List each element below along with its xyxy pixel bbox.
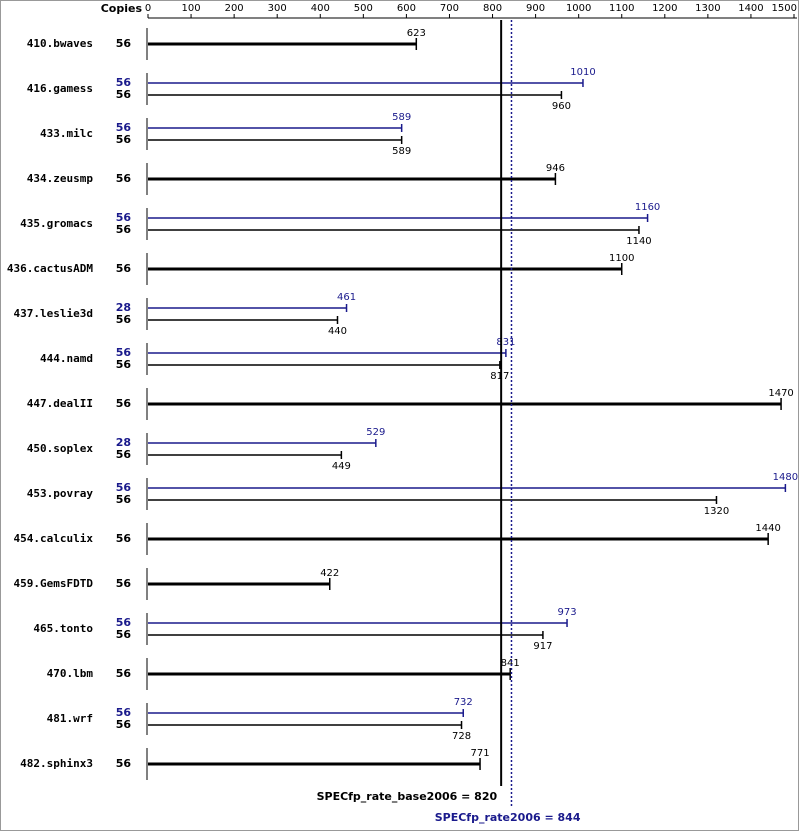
value-label: 529 (366, 427, 385, 438)
benchmark-name: 481.wrf (47, 712, 93, 725)
benchmark-name: 454.calculix (14, 532, 94, 545)
x-tick-label: 1200 (652, 3, 677, 14)
value-label: 440 (328, 326, 347, 337)
benchmark-name: 453.povray (27, 487, 94, 500)
copies: 56 (116, 223, 132, 236)
value-label: 1470 (768, 388, 793, 399)
benchmark-name: 482.sphinx3 (20, 757, 93, 770)
value-label: 1010 (570, 67, 595, 78)
copies: 56 (116, 448, 132, 461)
copies: 56 (116, 313, 132, 326)
reference-label: SPECfp_rate_base2006 = 820 (317, 790, 498, 803)
value-label: 960 (552, 101, 571, 112)
value-label: 831 (496, 337, 515, 348)
value-label: 771 (470, 748, 489, 759)
value-label: 1320 (704, 506, 729, 517)
benchmark-name: 434.zeusmp (27, 172, 94, 185)
x-tick-label: 0 (145, 3, 151, 14)
copies: 56 (116, 397, 132, 410)
value-label: 1100 (609, 253, 634, 264)
value-label: 589 (392, 146, 411, 157)
copies: 56 (116, 211, 132, 224)
value-label: 1140 (626, 236, 651, 247)
copies: 28 (116, 436, 131, 449)
value-label: 841 (501, 658, 520, 669)
benchmark-name: 410.bwaves (27, 37, 93, 50)
copies: 56 (116, 358, 132, 371)
copies: 56 (116, 481, 132, 494)
copies-header: Copies (101, 2, 143, 15)
x-tick-label: 600 (397, 3, 416, 14)
value-label: 461 (337, 292, 356, 303)
value-label: 917 (533, 641, 552, 652)
benchmark-name: 433.milc (40, 127, 93, 140)
x-tick-label: 200 (225, 3, 244, 14)
x-tick-label: 1300 (695, 3, 720, 14)
copies: 56 (116, 262, 132, 275)
benchmark-name: 416.gamess (27, 82, 93, 95)
copies: 56 (116, 667, 132, 680)
value-label: 1480 (773, 472, 798, 483)
benchmark-name: 450.soplex (27, 442, 94, 455)
value-label: 422 (320, 568, 339, 579)
value-label: 623 (407, 28, 426, 39)
benchmark-name: 437.leslie3d (14, 307, 93, 320)
copies: 56 (116, 718, 132, 731)
benchmark-name: 444.namd (40, 352, 93, 365)
copies: 56 (116, 706, 132, 719)
x-tick-label: 300 (268, 3, 287, 14)
value-label: 728 (452, 731, 471, 742)
x-tick-label: 500 (354, 3, 373, 14)
x-tick-label: 800 (483, 3, 502, 14)
benchmark-name: 465.tonto (33, 622, 93, 635)
x-tick-label: 100 (182, 3, 201, 14)
copies: 28 (116, 301, 131, 314)
x-tick-label: 1100 (609, 3, 634, 14)
value-label: 589 (392, 112, 411, 123)
copies: 56 (116, 76, 132, 89)
x-tick-label: 700 (440, 3, 459, 14)
benchmark-name: 470.lbm (47, 667, 94, 680)
value-label: 817 (490, 371, 509, 382)
value-label: 946 (546, 163, 565, 174)
x-tick-label: 1500 (772, 3, 797, 14)
x-tick-label: 1400 (738, 3, 763, 14)
benchmark-name: 436.cactusADM (7, 262, 93, 275)
copies: 56 (116, 121, 132, 134)
copies: 56 (116, 757, 132, 770)
x-tick-label: 1000 (566, 3, 591, 14)
value-label: 1160 (635, 202, 660, 213)
copies: 56 (116, 172, 132, 185)
x-tick-label: 400 (311, 3, 330, 14)
value-label: 1440 (755, 523, 780, 534)
copies: 56 (116, 577, 132, 590)
value-label: 449 (332, 461, 351, 472)
x-tick-label: 900 (526, 3, 545, 14)
copies: 56 (116, 346, 132, 359)
copies: 56 (116, 616, 132, 629)
copies: 56 (116, 493, 132, 506)
copies: 56 (116, 37, 132, 50)
copies: 56 (116, 532, 132, 545)
benchmark-name: 435.gromacs (20, 217, 93, 230)
copies: 56 (116, 133, 132, 146)
copies: 56 (116, 88, 132, 101)
benchmark-name: 447.dealII (27, 397, 93, 410)
copies: 56 (116, 628, 132, 641)
benchmark-name: 459.GemsFDTD (14, 577, 94, 590)
value-label: 973 (557, 607, 576, 618)
reference-label: SPECfp_rate2006 = 844 (435, 811, 581, 824)
value-label: 732 (454, 697, 473, 708)
